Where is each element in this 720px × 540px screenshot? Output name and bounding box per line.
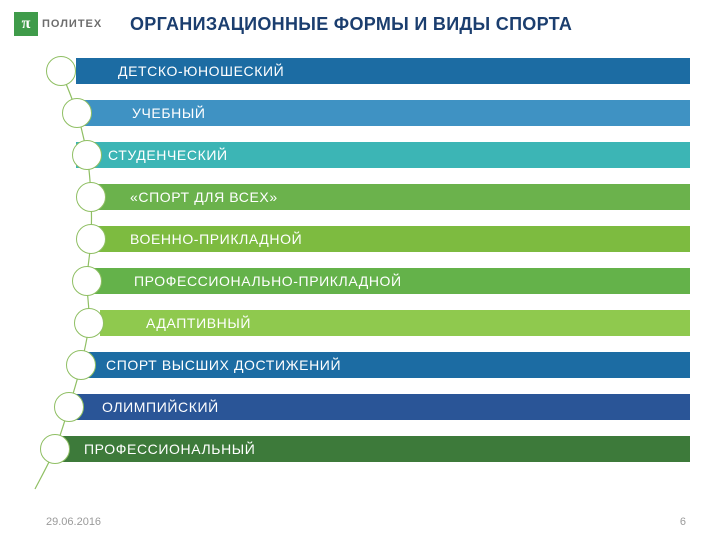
page-title: ОРГАНИЗАЦИОННЫЕ ФОРМЫ И ВИДЫ СПОРТА	[130, 14, 572, 35]
category-label: «СПОРТ ДЛЯ ВСЕХ»	[130, 189, 278, 205]
category-label: АДАПТИВНЫЙ	[146, 315, 251, 331]
node-circle-icon	[72, 266, 102, 296]
category-label: СПОРТ ВЫСШИХ ДОСТИЖЕНИЙ	[106, 357, 341, 373]
category-bar: ОЛИМПИЙСКИЙ	[70, 394, 690, 420]
category-row: СТУДЕНЧЕСКИЙ	[14, 142, 690, 168]
category-row: ПРОФЕССИОНАЛЬНЫЙ	[14, 436, 690, 462]
category-label: СТУДЕНЧЕСКИЙ	[108, 147, 228, 163]
category-label: УЧЕБНЫЙ	[132, 105, 206, 121]
category-bar: ПРОФЕССИОНАЛЬНО-ПРИКЛАДНОЙ	[94, 268, 690, 294]
category-label: ВОЕННО-ПРИКЛАДНОЙ	[130, 231, 302, 247]
footer-date: 29.06.2016	[46, 516, 101, 528]
node-circle-icon	[74, 308, 104, 338]
logo-mark-icon: π	[14, 12, 38, 36]
category-bar: ДЕТСКО-ЮНОШЕСКИЙ	[76, 58, 690, 84]
category-bar: СТУДЕНЧЕСКИЙ	[76, 142, 690, 168]
node-circle-icon	[72, 140, 102, 170]
category-label: ПРОФЕССИОНАЛЬНЫЙ	[84, 441, 255, 457]
category-label: ПРОФЕССИОНАЛЬНО-ПРИКЛАДНОЙ	[134, 273, 402, 289]
category-bar: «СПОРТ ДЛЯ ВСЕХ»	[90, 184, 690, 210]
category-bar: ПРОФЕССИОНАЛЬНЫЙ	[60, 436, 690, 462]
category-list: ДЕТСКО-ЮНОШЕСКИЙ УЧЕБНЫЙ СТУДЕНЧЕСКИЙ «СПОР…	[14, 58, 690, 478]
node-circle-icon	[54, 392, 84, 422]
slide: π ПОЛИТЕХ ОРГАНИЗАЦИОННЫЕ ФОРМЫ И ВИДЫ С…	[0, 0, 720, 540]
category-row: ОЛИМПИЙСКИЙ	[14, 394, 690, 420]
category-row: СПОРТ ВЫСШИХ ДОСТИЖЕНИЙ	[14, 352, 690, 378]
category-label: ОЛИМПИЙСКИЙ	[102, 399, 219, 415]
category-bar: СПОРТ ВЫСШИХ ДОСТИЖЕНИЙ	[76, 352, 690, 378]
category-row: ВОЕННО-ПРИКЛАДНОЙ	[14, 226, 690, 252]
category-bar: АДАПТИВНЫЙ	[100, 310, 690, 336]
category-row: ПРОФЕССИОНАЛЬНО-ПРИКЛАДНОЙ	[14, 268, 690, 294]
logo: π ПОЛИТЕХ	[14, 12, 102, 36]
category-row: УЧЕБНЫЙ	[14, 100, 690, 126]
node-circle-icon	[76, 224, 106, 254]
node-circle-icon	[66, 350, 96, 380]
category-row: «СПОРТ ДЛЯ ВСЕХ»	[14, 184, 690, 210]
node-circle-icon	[62, 98, 92, 128]
node-circle-icon	[40, 434, 70, 464]
category-bar: ВОЕННО-ПРИКЛАДНОЙ	[94, 226, 690, 252]
category-row: ДЕТСКО-ЮНОШЕСКИЙ	[14, 58, 690, 84]
category-bar: УЧЕБНЫЙ	[76, 100, 690, 126]
node-circle-icon	[46, 56, 76, 86]
node-circle-icon	[76, 182, 106, 212]
logo-text: ПОЛИТЕХ	[42, 18, 102, 30]
category-label: ДЕТСКО-ЮНОШЕСКИЙ	[118, 63, 284, 79]
footer-page-number: 6	[680, 516, 686, 528]
category-row: АДАПТИВНЫЙ	[14, 310, 690, 336]
